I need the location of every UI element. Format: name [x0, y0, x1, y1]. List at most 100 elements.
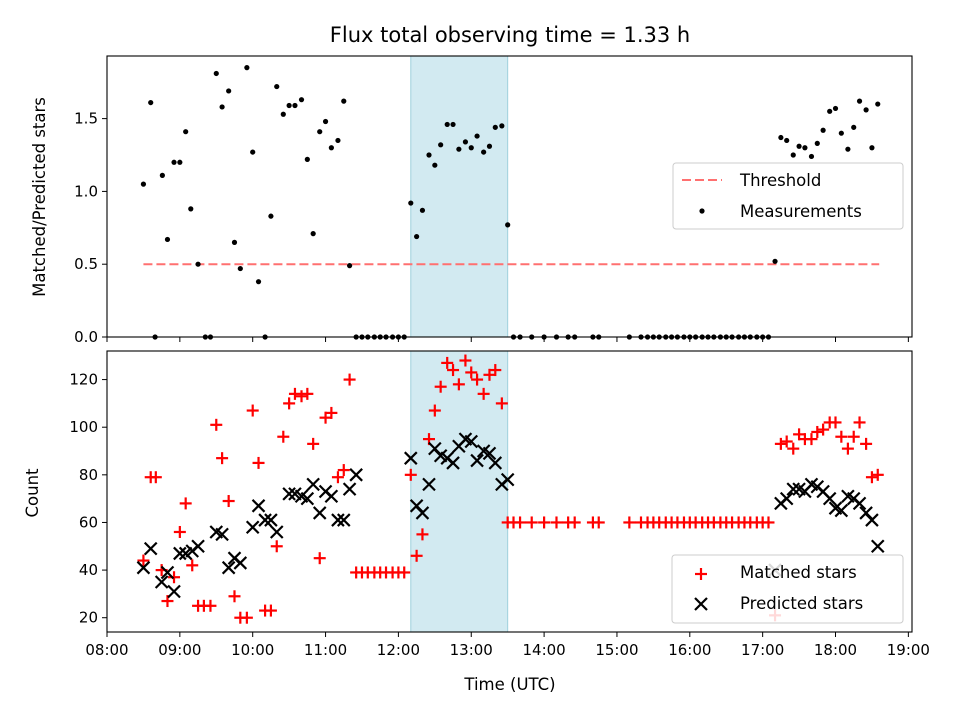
matched-star-point [343, 373, 356, 386]
matched-star-point [471, 373, 484, 386]
x-axis-label: Time (UTC) [463, 675, 555, 694]
bottom-y-ticks: 20 40 60 80 100 120 [69, 371, 107, 627]
predicted-star-stroke-b [482, 446, 497, 461]
predicted-star-stroke-b [786, 482, 801, 496]
predicted-star-point [422, 477, 436, 492]
predicted-star-stroke-b [300, 491, 315, 506]
predicted-star-stroke-b [415, 506, 430, 520]
x-tick-label: 19:00 [887, 641, 930, 659]
measurement-point [796, 143, 802, 149]
top-y-tick-label: 1.5 [74, 110, 98, 128]
predicted-star-stroke-b [143, 541, 158, 556]
predicted-star-point [264, 513, 278, 527]
x-tick-label: 08:00 [85, 641, 128, 659]
measurement-point [244, 65, 250, 71]
predicted-star-stroke-b [779, 491, 794, 506]
predicted-star-stroke-b [331, 513, 345, 527]
top-y-ticks: 0.0 0.5 1.0 1.5 [74, 110, 107, 346]
measurement-point [845, 146, 851, 152]
measurement-point [486, 143, 493, 149]
bottom-y-tick-label: 60 [79, 513, 98, 531]
matched-star-point [434, 380, 447, 393]
matched-star-point [404, 468, 417, 481]
measurement-point [140, 181, 147, 187]
matched-star-points [137, 354, 884, 624]
measurement-point [408, 200, 414, 206]
predicted-star-point [306, 477, 320, 492]
predicted-star-point [312, 506, 327, 520]
matched-star-point [325, 406, 338, 419]
bottom-highlight-span [410, 350, 509, 633]
predicted-star-point [191, 539, 205, 554]
matched-star-point [283, 397, 296, 410]
matched-star-point [246, 404, 259, 417]
predicted-star-point [136, 560, 151, 575]
matched-star-point [871, 468, 884, 481]
matched-star-point [865, 471, 878, 484]
predicted-star-point [779, 491, 794, 506]
measurement-point [255, 279, 262, 285]
matched-star-point [835, 430, 848, 443]
matched-star-point [841, 442, 854, 455]
measurement-point [505, 222, 511, 228]
measurement-point [426, 152, 432, 158]
measurement-point [280, 111, 286, 117]
predicted-star-stroke-b [792, 482, 806, 496]
predicted-star-point [488, 456, 503, 470]
matched-star-point [149, 471, 162, 484]
predicted-star-stroke-b [288, 487, 302, 501]
legend-predicted-label: Predicted stars [740, 594, 863, 613]
matched-star-point [459, 354, 472, 367]
measurement-point [317, 129, 323, 135]
predicted-star-stroke-b [458, 432, 473, 446]
matched-star-point [137, 554, 150, 567]
measurement-point [304, 156, 310, 162]
predicted-star-stroke-b [409, 499, 424, 513]
predicted-star-stroke-b [336, 513, 351, 527]
matched-star-point [337, 464, 350, 477]
predicted-star-stroke-b [264, 513, 278, 527]
predicted-star-point [221, 560, 236, 575]
matched-star-point [186, 559, 199, 572]
predicted-star-stroke-b [282, 487, 296, 501]
predicted-star-stroke-b [251, 499, 266, 513]
matched-star-point [452, 378, 465, 391]
measurement-point [346, 263, 353, 269]
predicted-star-stroke-b [160, 565, 175, 580]
measurement-point [784, 137, 790, 144]
measurement-point [838, 130, 844, 136]
matched-star-point [173, 525, 186, 538]
bottom-x-ticks: 08:00 09:00 10:00 11:00 12:00 13:00 14:00 15:00… [85, 632, 930, 659]
predicted-star-point [852, 496, 867, 511]
measurement-point [177, 159, 183, 165]
measurement-point [274, 83, 280, 90]
predicted-star-stroke-b [834, 503, 849, 518]
predicted-star-point [160, 565, 175, 580]
matched-star-point [860, 437, 873, 450]
measurement-point [438, 142, 444, 148]
predicted-star-stroke-b [294, 489, 309, 504]
bottom-axes-frame [106, 350, 913, 633]
top-y-tick-label: 1.0 [74, 182, 98, 200]
bottom-y-tick-label: 80 [79, 466, 98, 484]
predicted-star-point [215, 527, 229, 542]
measurement-point [790, 152, 796, 158]
predicted-star-stroke-b [816, 484, 830, 499]
measurement-point [419, 207, 426, 213]
measurement-point [875, 101, 881, 107]
measurement-point [231, 239, 238, 245]
measurement-point [863, 107, 869, 113]
predicted-star-point [349, 468, 363, 482]
matched-star-point [295, 390, 308, 403]
predicted-star-point [870, 539, 885, 554]
measurement-point [286, 102, 292, 109]
bottom-y-tick-label: 40 [79, 561, 98, 579]
matched-star-point [829, 416, 842, 429]
predicted-star-stroke-b [433, 449, 448, 463]
predicted-star-point [834, 503, 849, 518]
predicted-star-stroke-b [342, 482, 357, 496]
measurement-point [328, 145, 334, 151]
measurement-point [856, 98, 863, 104]
predicted-star-point [245, 520, 260, 534]
matched-star-point [210, 418, 223, 431]
